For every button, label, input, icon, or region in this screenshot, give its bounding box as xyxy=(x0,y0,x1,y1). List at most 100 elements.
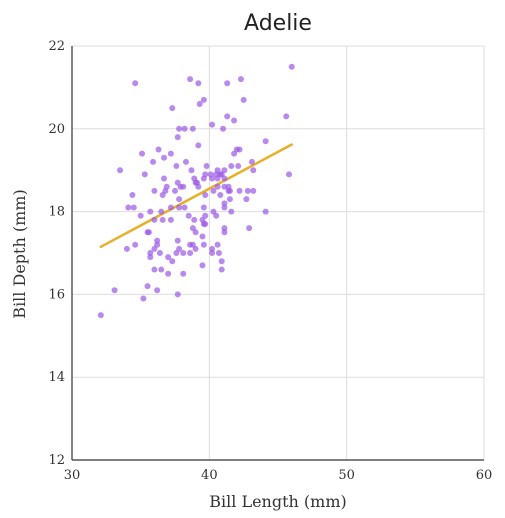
data-point xyxy=(129,192,136,199)
data-point xyxy=(156,250,163,256)
data-point xyxy=(231,117,238,124)
data-point xyxy=(167,216,174,223)
data-point xyxy=(221,167,228,174)
data-point xyxy=(224,80,231,87)
data-point xyxy=(147,208,154,215)
data-point xyxy=(218,266,225,273)
trendline xyxy=(99,143,293,249)
data-point xyxy=(137,212,144,219)
data-point xyxy=(169,258,176,265)
data-point xyxy=(283,113,290,120)
data-point xyxy=(188,167,195,174)
data-point xyxy=(155,146,162,153)
data-point xyxy=(221,183,228,190)
data-point xyxy=(163,183,170,190)
data-point xyxy=(165,270,172,277)
data-point xyxy=(176,125,183,132)
data-point xyxy=(165,254,172,261)
data-point xyxy=(182,158,189,165)
data-point xyxy=(237,76,244,83)
data-point xyxy=(187,250,194,256)
x-tick-label: 40 xyxy=(201,468,218,483)
data-point xyxy=(161,154,168,161)
data-point xyxy=(209,245,216,252)
data-point xyxy=(243,196,250,203)
data-point xyxy=(209,175,216,182)
data-point xyxy=(180,270,187,277)
data-point xyxy=(111,287,118,294)
data-point xyxy=(150,158,157,165)
data-point xyxy=(195,142,202,149)
data-point xyxy=(199,233,206,240)
data-point xyxy=(218,258,225,265)
data-point xyxy=(250,187,257,194)
data-point xyxy=(244,187,251,194)
y-tick-label: 22 xyxy=(48,39,65,54)
x-axis-label: Bill Length (mm) xyxy=(209,492,346,511)
data-point xyxy=(169,105,176,112)
data-point xyxy=(130,204,137,211)
data-point xyxy=(214,241,221,248)
data-point xyxy=(202,171,209,178)
data-point xyxy=(195,80,202,87)
points-layer xyxy=(97,63,295,319)
data-point xyxy=(236,187,243,194)
data-point xyxy=(202,221,209,228)
data-point xyxy=(97,312,104,319)
data-point xyxy=(224,113,231,120)
data-point xyxy=(226,187,233,194)
data-point xyxy=(202,192,209,199)
data-point xyxy=(200,96,207,103)
data-point xyxy=(174,134,181,141)
data-point xyxy=(228,163,235,170)
data-point xyxy=(235,163,242,170)
data-point xyxy=(195,183,202,190)
data-point xyxy=(285,171,292,178)
data-point xyxy=(147,254,154,261)
y-axis-label: Bill Depth (mm) xyxy=(10,189,29,318)
y-tick-label: 16 xyxy=(48,287,65,302)
data-point xyxy=(209,250,216,256)
y-tick-label: 14 xyxy=(48,370,65,385)
data-point xyxy=(209,121,216,128)
data-point xyxy=(154,241,161,248)
data-point xyxy=(246,225,253,232)
x-tick-label: 60 xyxy=(476,468,493,483)
data-point xyxy=(144,283,151,290)
x-tick-label: 30 xyxy=(64,468,81,483)
data-point xyxy=(151,187,158,194)
axes xyxy=(71,46,484,461)
data-point xyxy=(210,187,217,194)
data-point xyxy=(125,204,132,211)
data-point xyxy=(226,196,233,203)
data-point xyxy=(202,212,209,219)
data-point xyxy=(176,245,183,252)
data-point xyxy=(154,287,161,294)
data-point xyxy=(158,208,165,215)
data-point xyxy=(217,192,224,199)
data-point xyxy=(187,76,194,83)
x-tick-label: 50 xyxy=(338,468,355,483)
data-point xyxy=(221,204,228,211)
tick-labels: 30 40 50 60 12 14 16 18 20 22 xyxy=(48,39,492,483)
data-point xyxy=(288,63,295,70)
data-point xyxy=(203,163,210,170)
data-point xyxy=(228,208,235,215)
data-point xyxy=(221,225,228,232)
data-point xyxy=(262,208,269,215)
y-tick-label: 12 xyxy=(48,453,65,468)
data-point xyxy=(236,146,243,153)
data-point xyxy=(176,204,183,211)
data-point xyxy=(145,229,152,236)
data-point xyxy=(189,125,196,132)
chart-title: Adelie xyxy=(244,11,312,36)
data-point xyxy=(139,150,146,157)
data-point xyxy=(132,80,139,87)
data-point xyxy=(221,175,228,182)
data-point xyxy=(117,167,124,174)
data-point xyxy=(147,250,154,256)
data-point xyxy=(191,216,198,223)
data-point xyxy=(215,250,222,256)
data-point xyxy=(200,204,207,211)
